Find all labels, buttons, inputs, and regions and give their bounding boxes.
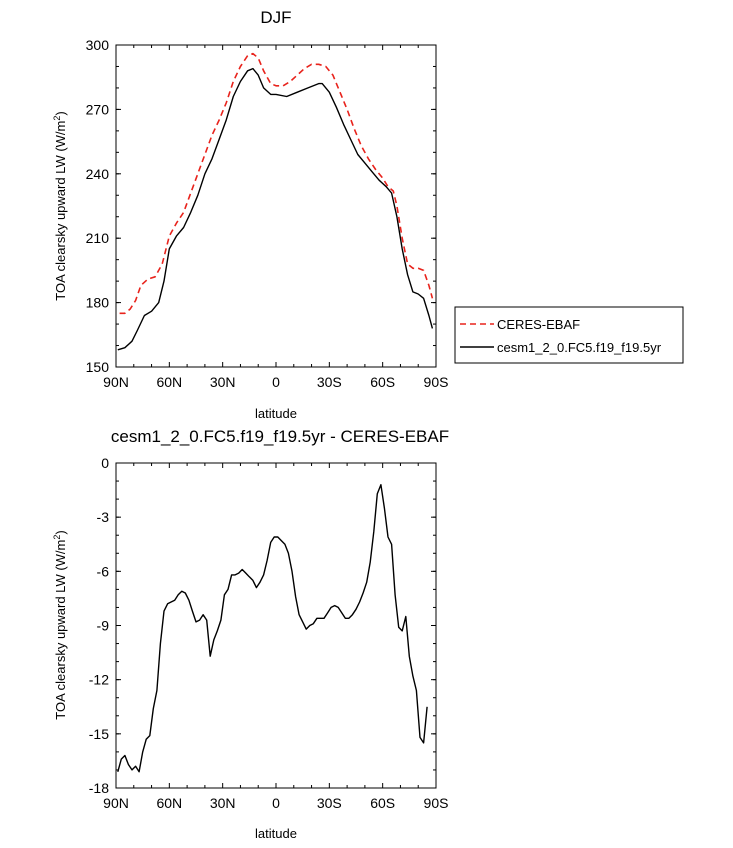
- top-y-tick-label: 240: [86, 166, 110, 182]
- bottom-series-line-0: [117, 484, 428, 773]
- bottom-x-tick-label: 90S: [424, 795, 449, 811]
- bottom-y-tick-label: -18: [89, 780, 109, 796]
- bottom-x-tick-label: 0: [272, 795, 280, 811]
- legend-box: [454, 306, 684, 364]
- bottom-y-tick-label: -15: [89, 726, 109, 742]
- bottom-plot-frame: [115, 462, 437, 789]
- bottom-y-tick-label: 0: [101, 455, 109, 471]
- top-x-tick-label: 0: [272, 374, 280, 390]
- bottom-y-tick-label: -9: [97, 618, 110, 634]
- legend-label-ceres-ebaf: CERES-EBAF: [497, 317, 580, 332]
- bottom-y-axis-label-main: TOA clearsky upward LW (W/m: [53, 540, 68, 720]
- top-series-line-1: [117, 67, 434, 351]
- top-y-axis-label: TOA clearsky upward LW (W/m2): [52, 111, 68, 300]
- top-y-tick-label: 210: [86, 230, 110, 246]
- top-plot-frame: [115, 44, 437, 368]
- top-x-tick-label: 90N: [103, 374, 129, 390]
- bottom-x-tick-label: 30S: [317, 795, 342, 811]
- top-x-tick-label: 30S: [317, 374, 342, 390]
- bottom-y-tick-label: -12: [89, 672, 109, 688]
- bottom-y-axis-label: TOA clearsky upward LW (W/m2): [52, 530, 68, 719]
- bottom-x-tick-label: 90N: [103, 795, 129, 811]
- bottom-y-axis-label-sup: 2: [52, 535, 62, 540]
- top-x-tick-label: 30N: [210, 374, 236, 390]
- legend-label-cesm: cesm1_2_0.FC5.f19_f19.5yr: [497, 340, 662, 355]
- bottom-plot-area: 90N 60N 30N 0 30S 60S 90S -18 -15 -12 -9 -6 -3 0: [89, 455, 449, 811]
- legend: CERES-EBAF cesm1_2_0.FC5.f19_f19.5yr: [454, 306, 684, 364]
- top-plot-area: 90N 60N 30N 0 30S 60S 90S 150 180 210 240 270 300: [86, 37, 449, 390]
- bottom-x-tick-label: 60S: [370, 795, 395, 811]
- bottom-y-tick-label: -6: [97, 563, 110, 579]
- top-y-tick-label: 300: [86, 37, 110, 53]
- top-y-tick-label: 270: [86, 101, 110, 117]
- top-series-line-0: [119, 52, 434, 315]
- bottom-y-tick-label: -3: [97, 509, 110, 525]
- top-y-tick-label: 150: [86, 359, 110, 375]
- top-y-axis-label-main: TOA clearsky upward LW (W/m: [53, 121, 68, 301]
- bottom-chart-title: cesm1_2_0.FC5.f19_f19.5yr - CERES-EBAF: [111, 427, 449, 446]
- top-y-axis-label-sup: 2: [52, 116, 62, 121]
- top-x-tick-label: 60N: [156, 374, 182, 390]
- bottom-y-axis-label-close: ): [53, 530, 68, 534]
- bottom-panel: cesm1_2_0.FC5.f19_f19.5yr - CERES-EBAF 9…: [52, 427, 449, 841]
- top-panel: DJF 90N 60N 30N 0 30S 60S 90S 150 180 210 240 270 30…: [52, 8, 684, 421]
- top-y-tick-label: 180: [86, 295, 110, 311]
- bottom-x-axis-label: latitude: [255, 826, 297, 841]
- bottom-x-tick-label: 30N: [210, 795, 236, 811]
- top-x-axis-label: latitude: [255, 406, 297, 421]
- bottom-x-tick-label: 60N: [156, 795, 182, 811]
- top-chart-title: DJF: [260, 8, 291, 27]
- top-y-axis-label-close: ): [53, 111, 68, 115]
- top-x-tick-label: 60S: [370, 374, 395, 390]
- top-x-tick-label: 90S: [424, 374, 449, 390]
